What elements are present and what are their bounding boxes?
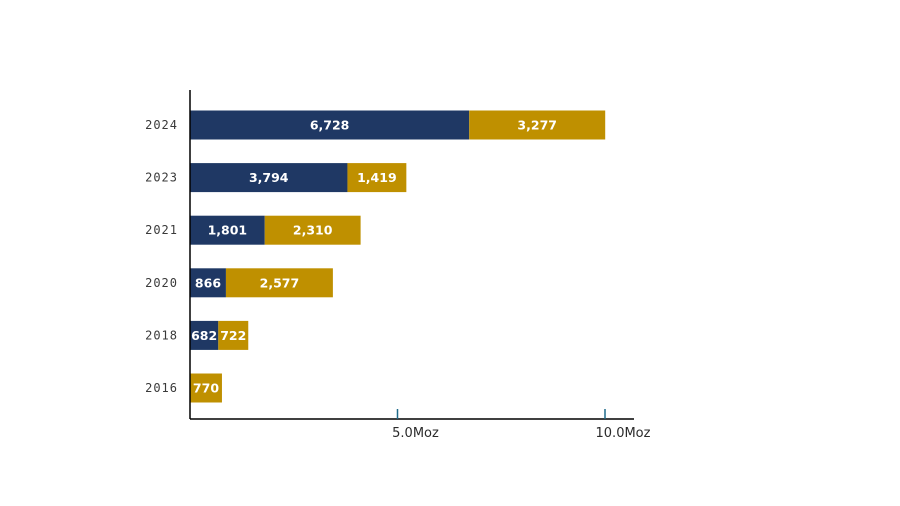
data-label-2021-series-1: 1,801 <box>208 223 248 238</box>
bars-group <box>190 110 606 403</box>
category-label-2016: 2016 <box>145 381 178 395</box>
bar-2018-series-2 <box>218 320 249 350</box>
data-label-2018-series-1: 682 <box>191 328 217 343</box>
bar-2020-series-2 <box>225 268 333 298</box>
category-label-2021: 2021 <box>145 223 178 237</box>
axes-group <box>189 90 634 420</box>
bar-2018-series-1 <box>190 320 219 350</box>
data-label-2021-series-2: 2,310 <box>293 223 333 238</box>
x-tick-label-1: 5.0Moz <box>392 426 439 441</box>
data-label-2020-series-1: 866 <box>195 275 221 290</box>
labels-group: 2024 6,728 3,277 2023 3,794 1,419 2021 1,801 2,3… <box>145 118 651 442</box>
bar-2021-series-2 <box>264 215 361 245</box>
data-label-2024-series-1: 6,728 <box>310 118 350 133</box>
data-label-2023-series-1: 3,794 <box>249 170 289 185</box>
x-tick-label-2: 10.0Moz <box>596 426 651 441</box>
bar-2020-series-1 <box>190 268 226 298</box>
data-label-2018-series-2: 722 <box>220 328 246 343</box>
bar-2016-series-2 <box>190 373 222 403</box>
data-label-2024-series-2: 3,277 <box>517 118 557 133</box>
data-label-2020-series-2: 2,577 <box>260 275 300 290</box>
bar-2024-series-1 <box>190 110 470 140</box>
category-label-2024: 2024 <box>145 118 178 132</box>
bar-2024-series-2 <box>469 110 606 140</box>
data-label-2016-series-2: 770 <box>193 381 219 396</box>
bar-2023-series-1 <box>190 163 348 193</box>
bar-2023-series-2 <box>347 163 407 193</box>
data-label-2023-series-2: 1,419 <box>357 170 397 185</box>
category-label-2023: 2023 <box>145 171 178 185</box>
bar-2021-series-1 <box>190 215 265 245</box>
category-label-2018: 2018 <box>145 328 178 342</box>
category-label-2020: 2020 <box>145 276 178 290</box>
